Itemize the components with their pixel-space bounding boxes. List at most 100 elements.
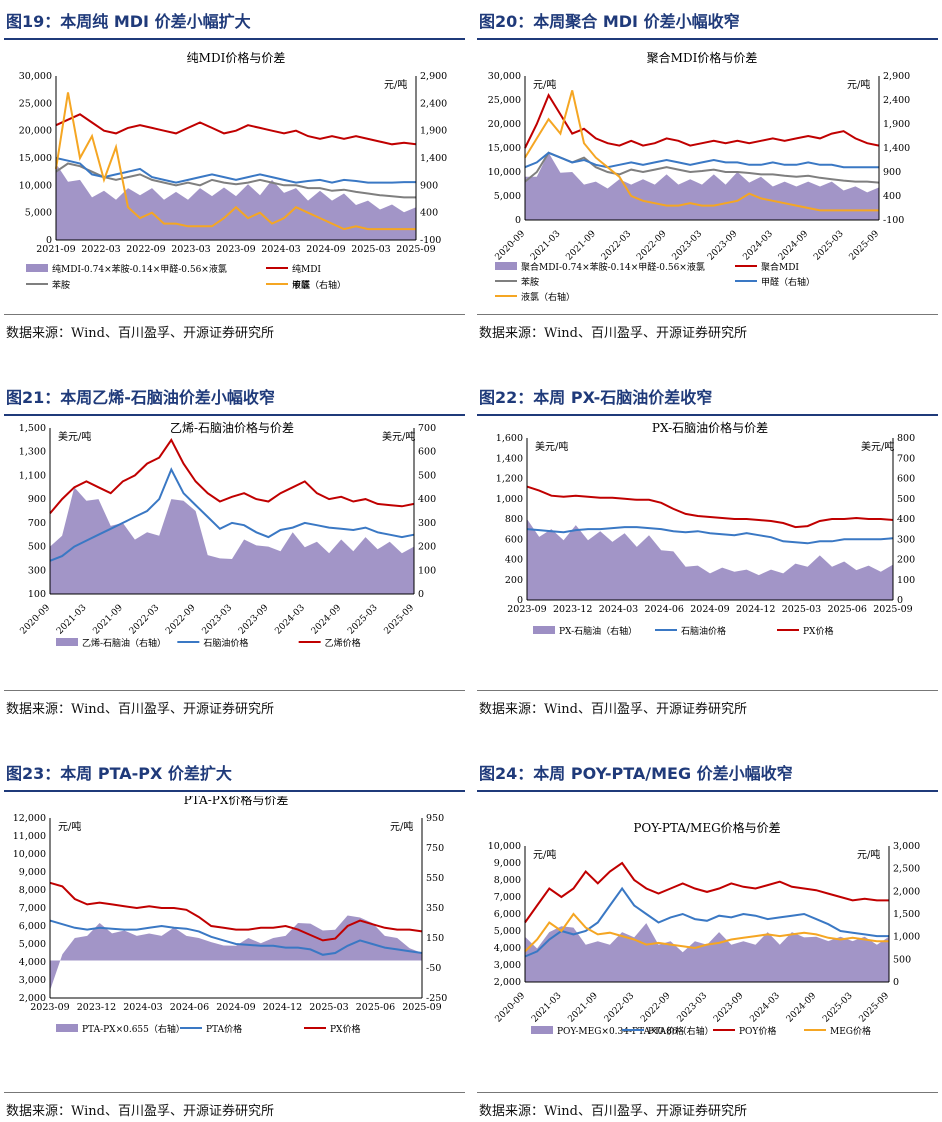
left-tick-label: 4,000 <box>19 957 46 968</box>
series-line-3 <box>55 157 416 184</box>
right-tick-label: 400 <box>420 208 438 219</box>
x-tick-label: 2023-09 <box>216 244 255 255</box>
x-tick-label: 2023-09 <box>237 603 271 637</box>
series-line-2 <box>49 437 415 515</box>
left-tick-label: 5,000 <box>19 939 46 950</box>
series-line-2 <box>524 151 880 184</box>
left-tick-label: 800 <box>505 514 523 525</box>
left-tick-label: 900 <box>28 494 46 505</box>
right-unit-label: 美元/吨 <box>861 440 894 453</box>
left-tick-label: 8,000 <box>494 875 521 886</box>
figure-21-source: 数据来源：Wind、百川盈孚、开源证券研究所 <box>4 690 465 717</box>
right-tick-label: 600 <box>418 447 436 458</box>
legend-label: PTA价格 <box>648 1025 684 1037</box>
x-tick-label: 2021-09 <box>564 229 598 263</box>
series-line-1 <box>524 92 880 149</box>
left-tick-label: 10,000 <box>13 849 46 860</box>
x-tick-label: 2024-09 <box>777 229 811 263</box>
left-tick-label: 7,000 <box>19 903 46 914</box>
left-tick-label: 400 <box>505 555 523 566</box>
chart-title: PX-石脑油价格与价差 <box>652 420 768 435</box>
right-tick-label: 700 <box>418 423 436 434</box>
x-tick-label: 2023-03 <box>676 991 710 1025</box>
right-tick-label: 500 <box>897 494 915 505</box>
x-tick-label: 2024-03 <box>123 1002 162 1013</box>
legend-label: 乙烯-石脑油（右轴） <box>82 637 166 649</box>
x-tick-label: 2024-03 <box>599 604 638 615</box>
left-unit-label: 元/吨 <box>533 78 556 91</box>
left-tick-label: 15,000 <box>19 153 52 164</box>
left-tick-label: 700 <box>28 518 46 529</box>
series-line-4 <box>524 90 879 212</box>
right-tick-label: -100 <box>420 235 441 246</box>
right-tick-label: 0 <box>897 595 903 606</box>
left-tick-label: 25,000 <box>488 95 521 106</box>
x-tick-label: 2023-12 <box>553 604 592 615</box>
left-tick-label: 6,000 <box>494 909 521 920</box>
right-tick-label: -250 <box>426 993 447 1004</box>
left-tick-label: 9,000 <box>19 867 46 878</box>
figure-19: 图19：本周纯 MDI 价差小幅扩大 纯MDI价格与价差 元/吨 30,000 25,… <box>4 4 465 378</box>
left-unit-label: 美元/吨 <box>535 440 568 453</box>
right-unit-label: 美元/吨 <box>382 430 415 443</box>
right-tick-label: 200 <box>418 542 436 553</box>
left-tick-label: 3,000 <box>19 975 46 986</box>
chart-title: 乙烯-石脑油价格与价差 <box>170 420 294 435</box>
left-tick-label: 1,100 <box>19 470 46 481</box>
left-tick-label: 25,000 <box>19 98 52 109</box>
chart-title: 纯MDI价格与价差 <box>187 50 286 65</box>
figure-22-source: 数据来源：Wind、百川盈孚、开源证券研究所 <box>477 690 938 717</box>
left-tick-label: 1,000 <box>496 494 523 505</box>
x-tick-label: 2020-09 <box>494 991 528 1025</box>
left-tick-label: 7,000 <box>494 892 521 903</box>
right-tick-label: 950 <box>426 813 444 824</box>
x-tick-label: 2020-09 <box>19 603 53 637</box>
series-line-2 <box>49 881 423 942</box>
left-tick-label: 1,600 <box>496 433 523 444</box>
legend-label: 液氯 <box>292 279 310 291</box>
x-tick-label: 2025-06 <box>356 1002 395 1013</box>
x-tick-label: 2023-03 <box>171 244 210 255</box>
x-tick-label: 2024-12 <box>263 1002 302 1013</box>
left-tick-label: 3,000 <box>494 960 521 971</box>
legend-label: 苯胺 <box>521 276 539 288</box>
x-tick-label: 2022-09 <box>164 603 198 637</box>
right-tick-label: 550 <box>426 873 444 884</box>
legend-label: PX-石脑油（右轴） <box>559 625 637 637</box>
left-tick-label: 12,000 <box>13 813 46 824</box>
right-tick-label: 3,000 <box>893 841 920 852</box>
x-tick-label: 2023-09 <box>712 991 746 1025</box>
left-tick-label: 1,500 <box>19 423 46 434</box>
x-tick-label: 2020-09 <box>494 229 528 263</box>
left-tick-label: 5,000 <box>494 926 521 937</box>
x-tick-label: 2025-03 <box>351 244 390 255</box>
figure-22-heading: 图22：本周 PX-石脑油价差收窄 <box>477 380 938 416</box>
series-area-0 <box>525 923 889 982</box>
x-tick-label: 2024-12 <box>736 604 775 615</box>
series-line-2 <box>55 162 416 199</box>
series-line-3 <box>524 912 889 953</box>
right-tick-label: 100 <box>418 565 436 576</box>
x-tick-label: 2024-03 <box>748 991 782 1025</box>
x-tick-label: 2022-03 <box>81 244 120 255</box>
x-tick-label: 2024-09 <box>785 991 819 1025</box>
x-tick-label: 2023-09 <box>30 1002 69 1013</box>
series-line-2 <box>526 485 894 529</box>
legend-label: 聚合MDI-0.74×苯胺-0.14×甲醛-0.56×液氯 <box>521 261 705 273</box>
x-tick-label: 2022-09 <box>635 229 669 263</box>
figure-23-source: 数据来源：Wind、百川盈孚、开源证券研究所 <box>4 1092 465 1119</box>
x-tick-label: 2025-03 <box>782 604 821 615</box>
x-tick-label: 2023-12 <box>77 1002 116 1013</box>
x-tick-label: 2025-06 <box>828 604 867 615</box>
left-tick-label: 1,300 <box>19 447 46 458</box>
left-tick-label: 10,000 <box>19 180 52 191</box>
series-line-2 <box>524 861 889 924</box>
legend-label: 石脑油价格 <box>681 625 726 637</box>
right-tick-label: 1,000 <box>893 932 920 943</box>
right-tick-label: 150 <box>426 933 444 944</box>
left-tick-label: 6,000 <box>19 921 46 932</box>
left-tick-label: 500 <box>28 542 46 553</box>
right-tick-label: 100 <box>897 575 915 586</box>
